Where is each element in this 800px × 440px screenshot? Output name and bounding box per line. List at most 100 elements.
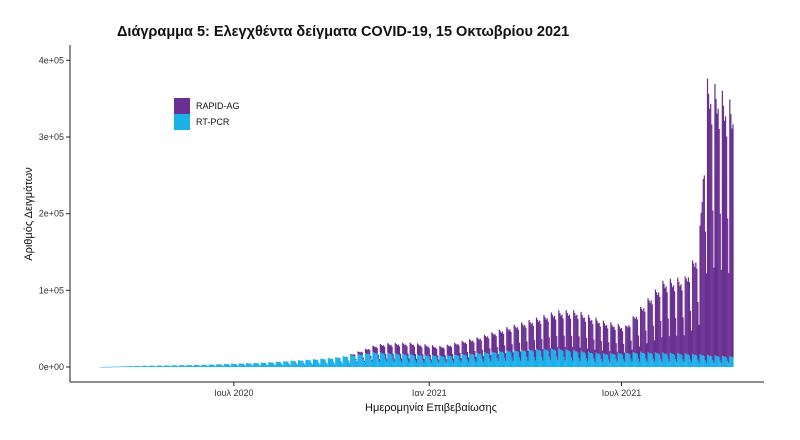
bar-rt-pcr xyxy=(464,354,466,367)
bar-rt-pcr xyxy=(423,362,425,367)
bar-rt-pcr xyxy=(686,354,688,367)
bar-rapid-ag xyxy=(706,78,709,355)
bar-rapid-ag xyxy=(514,326,516,351)
bar-rt-pcr xyxy=(591,352,593,367)
bar-rt-pcr xyxy=(714,355,716,367)
bar-rapid-ag xyxy=(456,344,458,356)
bar-rapid-ag xyxy=(569,318,572,353)
bar-rapid-ag xyxy=(423,358,425,363)
bar-rapid-ag xyxy=(591,320,593,353)
bar-rt-pcr xyxy=(355,360,357,367)
bar-rt-pcr xyxy=(133,366,135,368)
bar-rt-pcr xyxy=(372,351,374,367)
bar-rt-pcr xyxy=(340,361,342,367)
bar-rt-pcr xyxy=(552,349,555,367)
bar-rapid-ag xyxy=(440,346,442,356)
bar-rt-pcr xyxy=(488,353,490,367)
bar-rt-pcr xyxy=(173,365,175,367)
bar-rapid-ag xyxy=(471,341,473,355)
bar-rt-pcr xyxy=(216,364,218,367)
bar-rapid-ag xyxy=(641,308,643,353)
bar-rt-pcr xyxy=(411,355,413,367)
bar-rt-pcr xyxy=(448,356,451,367)
bar-rapid-ag xyxy=(379,343,381,353)
bar-rt-pcr xyxy=(380,352,383,367)
bar-rt-pcr xyxy=(261,362,264,367)
bar-rt-pcr xyxy=(470,353,472,367)
bar-rapid-ag xyxy=(692,260,694,354)
bar-rapid-ag xyxy=(357,351,359,354)
bar-rt-pcr xyxy=(539,350,541,367)
bar-rapid-ag xyxy=(407,353,409,360)
bar-rapid-ag xyxy=(717,108,719,357)
bar-rapid-ag xyxy=(548,337,550,357)
bar-rt-pcr xyxy=(354,356,356,367)
bar-rt-pcr xyxy=(168,365,170,367)
bar-rt-pcr xyxy=(444,360,446,367)
bar-rt-pcr xyxy=(311,364,314,367)
bar-rapid-ag xyxy=(506,327,508,351)
bar-rt-pcr xyxy=(649,353,651,367)
bar-rt-pcr xyxy=(450,356,453,367)
bar-rt-pcr xyxy=(667,359,669,367)
bar-rapid-ag xyxy=(356,361,358,363)
bar-rt-pcr xyxy=(398,355,401,367)
bar-rapid-ag xyxy=(490,354,492,362)
bar-rapid-ag xyxy=(402,342,404,354)
bar-rapid-ag xyxy=(630,340,632,359)
bar-rt-pcr xyxy=(430,362,432,367)
bar-rt-pcr xyxy=(653,361,656,367)
bar-rt-pcr xyxy=(158,365,161,367)
bar-rapid-ag xyxy=(583,317,585,353)
bar-rt-pcr xyxy=(277,362,280,367)
bar-rt-pcr xyxy=(482,361,485,367)
bar-rapid-ag xyxy=(524,324,526,351)
bar-rapid-ag xyxy=(481,349,483,359)
bar-rapid-ag xyxy=(721,90,723,356)
bar-rapid-ag xyxy=(444,355,446,361)
bar-rt-pcr xyxy=(149,365,151,367)
bar-rapid-ag xyxy=(689,310,692,360)
bar-rt-pcr xyxy=(424,354,426,367)
bar-rt-pcr xyxy=(121,366,123,367)
bar-rt-pcr xyxy=(427,355,429,367)
bar-rapid-ag xyxy=(699,225,701,355)
bar-rapid-ag xyxy=(472,340,474,355)
bar-rapid-ag xyxy=(618,326,620,354)
bar-rt-pcr xyxy=(719,360,721,367)
bar-rt-pcr xyxy=(704,360,706,367)
bar-rt-pcr xyxy=(513,349,515,367)
bar-rt-pcr xyxy=(541,356,543,367)
legend: RAPID-AG RT-PCR xyxy=(174,98,240,130)
bar-rt-pcr xyxy=(391,354,393,367)
bar-rt-pcr xyxy=(523,351,525,367)
bar-rt-pcr xyxy=(728,363,730,367)
bar-rapid-ag xyxy=(681,290,683,356)
bar-rt-pcr xyxy=(381,353,384,367)
bar-rt-pcr xyxy=(670,353,672,367)
bar-rapid-ag xyxy=(646,343,648,362)
bar-rt-pcr xyxy=(705,362,708,367)
bar-rapid-ag xyxy=(477,338,479,354)
bar-rt-pcr xyxy=(658,353,660,367)
bar-rt-pcr xyxy=(345,356,348,367)
bar-rapid-ag xyxy=(728,272,730,364)
bar-rt-pcr xyxy=(390,353,392,367)
bar-rapid-ag xyxy=(589,317,591,353)
bar-rt-pcr xyxy=(429,360,431,367)
bar-rt-pcr xyxy=(527,360,529,367)
bar-rt-pcr xyxy=(167,365,169,367)
bar-rapid-ag xyxy=(675,317,677,360)
bar-rapid-ag xyxy=(658,292,660,354)
bar-rapid-ag xyxy=(405,344,407,355)
bar-rapid-ag xyxy=(731,128,733,358)
bar-rapid-ag xyxy=(582,318,584,353)
bar-rapid-ag xyxy=(377,354,379,359)
bar-rapid-ag xyxy=(556,336,558,357)
bar-rt-pcr xyxy=(298,360,300,367)
bar-rt-pcr xyxy=(374,353,376,367)
bar-rt-pcr xyxy=(402,353,404,367)
bar-rt-pcr xyxy=(416,354,419,367)
bar-rt-pcr xyxy=(193,364,196,367)
bar-rapid-ag xyxy=(375,346,377,354)
